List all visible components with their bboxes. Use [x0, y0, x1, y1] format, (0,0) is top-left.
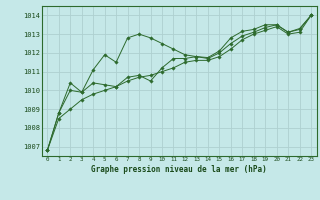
X-axis label: Graphe pression niveau de la mer (hPa): Graphe pression niveau de la mer (hPa): [91, 165, 267, 174]
